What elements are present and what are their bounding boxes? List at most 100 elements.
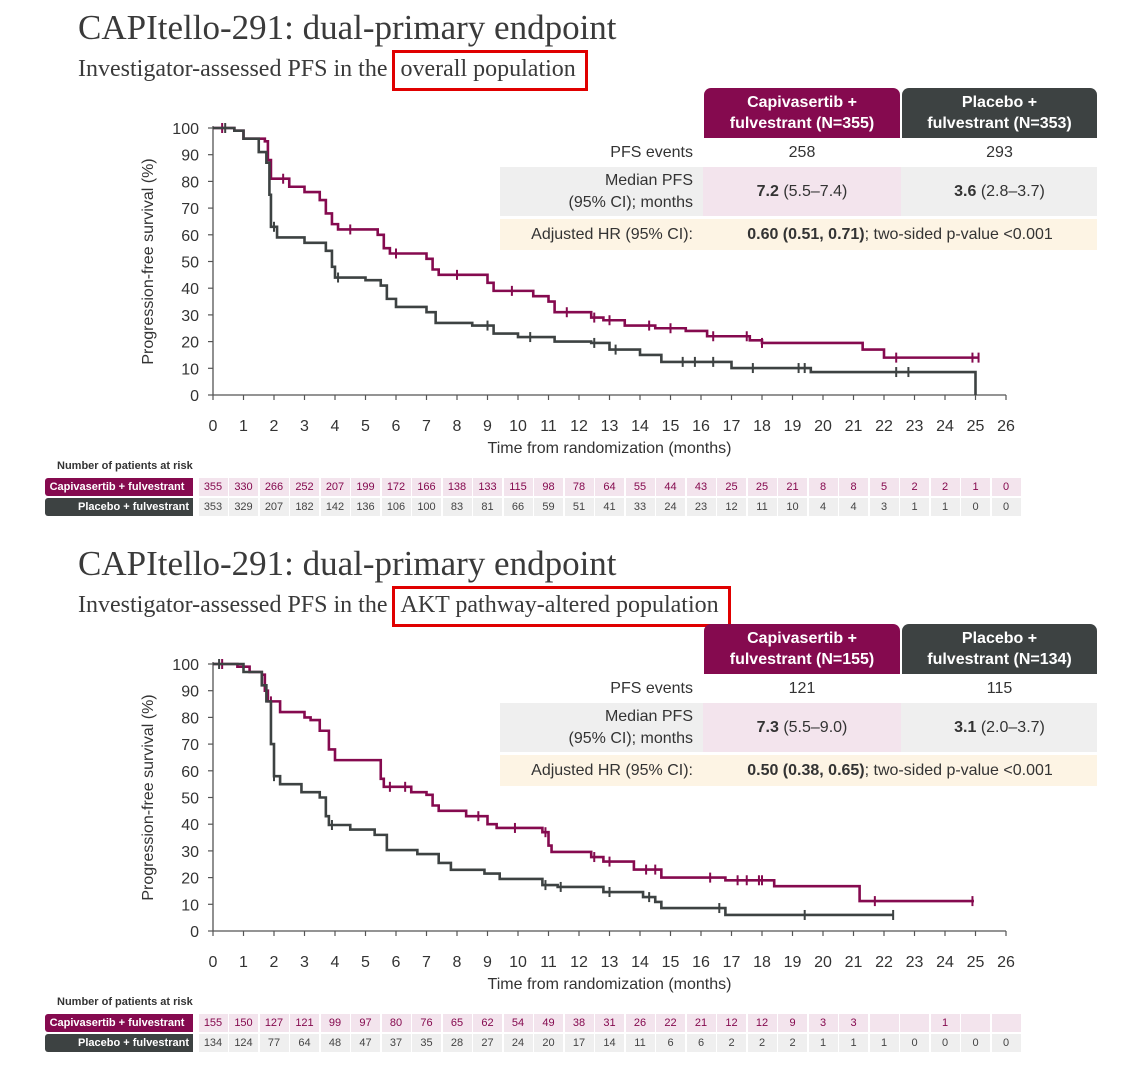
header-placebo: Placebo + fulvestrant (N=134) bbox=[902, 624, 1097, 674]
at-risk-value: 1 bbox=[808, 1034, 838, 1052]
median-value: 7.3 bbox=[756, 718, 779, 736]
subtitle-prefix: Investigator-assessed PFS in the bbox=[78, 592, 388, 618]
x-tick-label: 1 bbox=[239, 954, 248, 971]
median-value: 3.6 bbox=[954, 182, 977, 200]
y-tick-label: 20 bbox=[181, 335, 199, 352]
at-risk-value: 6 bbox=[656, 1034, 685, 1052]
at-risk-value: 207 bbox=[259, 498, 289, 516]
median-pfs-label: Median PFS (95% CI); months bbox=[500, 703, 693, 752]
x-tick-label: 5 bbox=[361, 954, 370, 971]
x-tick-label: 23 bbox=[906, 418, 924, 435]
highlighted-population: overall population bbox=[391, 50, 588, 91]
at-risk-value: 25 bbox=[717, 478, 746, 496]
slide-subtitle: Investigator-assessed PFS in the overall… bbox=[78, 50, 588, 91]
at-risk-value: 9 bbox=[778, 1014, 807, 1032]
at-risk-value: 62 bbox=[473, 1014, 502, 1032]
hr-bold: 0.50 (0.38, 0.65) bbox=[747, 761, 865, 779]
at-risk-value: 59 bbox=[534, 498, 563, 516]
at-risk-value: 353 bbox=[198, 498, 228, 516]
y-tick-label: 90 bbox=[181, 148, 199, 165]
x-tick-label: 20 bbox=[814, 954, 832, 971]
at-risk-value: 142 bbox=[320, 498, 350, 516]
at-risk-value: 44 bbox=[656, 478, 685, 496]
at-risk-label-pbo: Placebo + fulvestrant bbox=[45, 498, 193, 516]
at-risk-value: 6 bbox=[686, 1034, 716, 1052]
y-tick-label: 20 bbox=[181, 871, 199, 888]
x-tick-label: 0 bbox=[209, 954, 218, 971]
at-risk-value: 1 bbox=[839, 1034, 868, 1052]
pfs-events-pbo: 293 bbox=[986, 144, 1013, 161]
at-risk-value: 26 bbox=[625, 1014, 655, 1032]
at-risk-value bbox=[900, 1014, 929, 1032]
median-value: 3.1 bbox=[954, 718, 977, 736]
x-tick-label: 16 bbox=[692, 954, 710, 971]
at-risk-value: 64 bbox=[595, 478, 624, 496]
y-tick-label: 90 bbox=[181, 684, 199, 701]
at-risk-value: 115 bbox=[503, 478, 533, 496]
y-tick-label: 60 bbox=[181, 228, 199, 245]
at-risk-value: 25 bbox=[747, 478, 777, 496]
at-risk-value: 199 bbox=[351, 478, 380, 496]
median-pfs-label: Median PFS (95% CI); months bbox=[500, 167, 693, 216]
at-risk-value: 65 bbox=[442, 1014, 472, 1032]
x-tick-label: 25 bbox=[967, 954, 985, 971]
at-risk-value: 138 bbox=[442, 478, 472, 496]
x-tick-label: 3 bbox=[300, 418, 309, 435]
at-risk-value: 81 bbox=[473, 498, 502, 516]
at-risk-value: 134 bbox=[198, 1034, 228, 1052]
header-line: Capivasertib + bbox=[747, 94, 857, 111]
median-label-line: (95% CI); months bbox=[568, 193, 693, 211]
x-tick-label: 21 bbox=[845, 418, 863, 435]
at-risk-value: 11 bbox=[625, 1034, 655, 1052]
y-tick-label: 30 bbox=[181, 308, 199, 325]
at-risk-value: 3 bbox=[869, 498, 899, 516]
at-risk-value: 0 bbox=[900, 1034, 929, 1052]
pfs-events-label: PFS events bbox=[610, 680, 693, 697]
hr-value: 0.60 (0.51, 0.71); two-sided p-value <0.… bbox=[703, 219, 1097, 250]
subtitle-prefix: Investigator-assessed PFS in the bbox=[78, 56, 388, 82]
at-risk-value bbox=[961, 1014, 990, 1032]
at-risk-title: Number of patients at risk bbox=[57, 996, 193, 1008]
median-pfs-cap: 7.2 (5.5–7.4) bbox=[703, 167, 901, 216]
y-tick-label: 10 bbox=[181, 361, 199, 378]
at-risk-value: 12 bbox=[747, 1014, 777, 1032]
at-risk-value: 0 bbox=[991, 498, 1021, 516]
x-tick-label: 12 bbox=[570, 954, 588, 971]
at-risk-value: 31 bbox=[595, 1014, 624, 1032]
at-risk-value: 207 bbox=[320, 478, 350, 496]
at-risk-value: 76 bbox=[412, 1014, 441, 1032]
header-capivasertib: Capivasertib + fulvestrant (N=155) bbox=[704, 624, 900, 674]
hr-rest: ; two-sided p-value <0.001 bbox=[864, 761, 1053, 779]
header-line: Capivasertib + bbox=[747, 630, 857, 647]
x-tick-label: 13 bbox=[601, 954, 619, 971]
at-risk-value: 54 bbox=[503, 1014, 533, 1032]
at-risk-value: 37 bbox=[381, 1034, 411, 1052]
hr-bold: 0.60 (0.51, 0.71) bbox=[747, 225, 865, 243]
at-risk-label-cap: Capivasertib + fulvestrant bbox=[45, 1014, 193, 1032]
x-axis-title: Time from randomization (months) bbox=[488, 440, 732, 457]
y-axis-title: Progression-free survival (%) bbox=[140, 694, 157, 900]
median-ci: (2.8–3.7) bbox=[976, 182, 1045, 200]
header-line: fulvestrant (N=355) bbox=[729, 115, 875, 132]
at-risk-value: 124 bbox=[229, 1034, 258, 1052]
at-risk-value: 2 bbox=[717, 1034, 746, 1052]
at-risk-value: 0 bbox=[961, 498, 990, 516]
x-tick-label: 23 bbox=[906, 954, 924, 971]
km-curve-capivasertib bbox=[213, 126, 979, 359]
pfs-events-cap: 258 bbox=[788, 144, 816, 161]
at-risk-value: 14 bbox=[595, 1034, 624, 1052]
pfs-events-label: PFS events bbox=[610, 144, 693, 161]
at-risk-value bbox=[991, 1014, 1021, 1032]
x-tick-label: 11 bbox=[540, 954, 557, 971]
y-tick-label: 70 bbox=[181, 201, 199, 218]
at-risk-value: 12 bbox=[717, 1014, 746, 1032]
x-tick-label: 17 bbox=[723, 418, 741, 435]
at-risk-value: 172 bbox=[381, 478, 411, 496]
x-tick-label: 4 bbox=[331, 418, 340, 435]
x-tick-label: 22 bbox=[875, 954, 893, 971]
pfs-events-pbo: 115 bbox=[986, 680, 1013, 697]
panel-1: CAPItello-291: dual-primary endpoint Inve… bbox=[0, 536, 1142, 1072]
at-risk-value: 47 bbox=[351, 1034, 380, 1052]
x-tick-label: 15 bbox=[662, 954, 680, 971]
at-risk-value: 0 bbox=[961, 1034, 990, 1052]
